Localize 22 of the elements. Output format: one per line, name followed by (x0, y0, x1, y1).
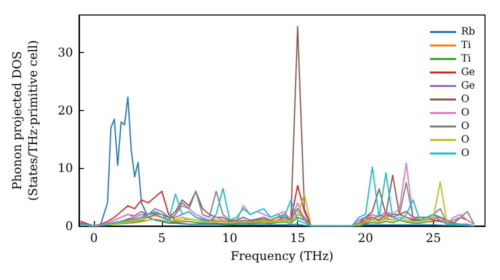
legend-label: Ge (461, 80, 476, 92)
x-axis-title: Frequency (THz) (230, 249, 334, 263)
legend-label: Ti (461, 40, 471, 51)
x-tick-label: 25 (426, 231, 442, 245)
y-tick-label: 0 (65, 219, 73, 233)
y-tick-label: 20 (58, 103, 73, 118)
legend-label: O (461, 94, 470, 105)
legend-label: Rb (461, 26, 476, 38)
x-tick-label: 10 (222, 231, 238, 245)
legend-label: O (461, 108, 470, 118)
x-tick-label: 0 (90, 231, 98, 245)
x-tick-label: 20 (358, 231, 374, 245)
x-tick-label: 15 (290, 231, 306, 245)
legend-label: Ge (461, 67, 476, 78)
y-axis-title: Phonon projected DOS (States/THz·primitive cell) (10, 40, 40, 201)
x-tick-label: 5 (158, 231, 166, 245)
legend-label: O (461, 134, 470, 146)
legend-label: O (461, 148, 470, 159)
legend-label: O (461, 121, 470, 132)
y-tick-label: 30 (58, 46, 73, 60)
legend-label: Ti (461, 54, 471, 64)
y-tick-label: 10 (58, 161, 73, 176)
